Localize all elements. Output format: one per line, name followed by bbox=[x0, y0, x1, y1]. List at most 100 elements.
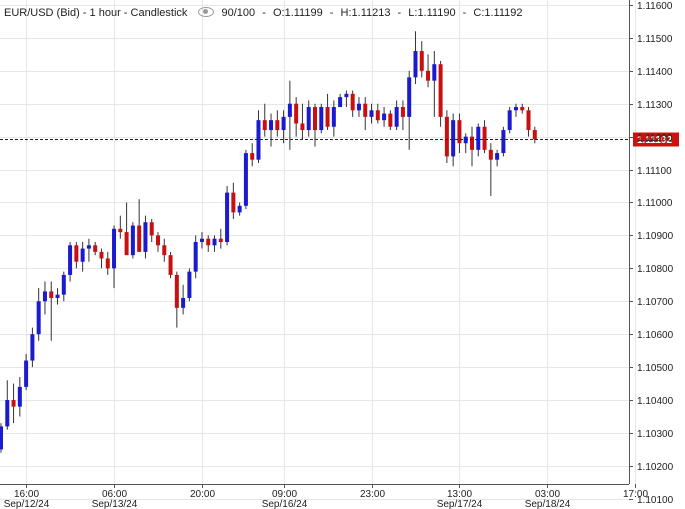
y-tick-label: 1.11100 bbox=[637, 166, 672, 177]
candle bbox=[375, 103, 380, 124]
x-tick-label: 13:00 bbox=[447, 489, 472, 500]
low-label: L:1.11190 bbox=[408, 7, 456, 19]
candle-body-down bbox=[218, 238, 223, 242]
dash-separator: - bbox=[262, 7, 266, 19]
candle-body-up bbox=[68, 245, 73, 275]
candle bbox=[520, 103, 525, 114]
candle-body-down bbox=[168, 255, 173, 275]
candle bbox=[388, 110, 393, 131]
candle bbox=[86, 238, 91, 262]
y-tick-label: 1.11500 bbox=[637, 34, 673, 45]
candle-body-up bbox=[24, 360, 29, 387]
candle-body-up bbox=[269, 120, 274, 131]
high-label: H:1.11213 bbox=[340, 7, 391, 19]
candle-body-down bbox=[438, 64, 443, 117]
candle bbox=[419, 41, 424, 78]
candle bbox=[5, 380, 10, 430]
candle-body-down bbox=[118, 228, 123, 233]
candle bbox=[526, 107, 531, 137]
candle bbox=[413, 31, 418, 84]
candle bbox=[231, 182, 236, 219]
candle bbox=[451, 113, 456, 167]
candle-body-down bbox=[313, 107, 317, 131]
candle bbox=[444, 110, 449, 163]
candle-body-up bbox=[212, 238, 217, 246]
candle bbox=[331, 100, 336, 137]
candle-body-up bbox=[193, 242, 198, 272]
candle-body-up bbox=[507, 110, 512, 131]
candle-body-up bbox=[143, 222, 148, 252]
candle-body-down bbox=[532, 130, 537, 140]
candle-body-up bbox=[501, 130, 506, 154]
candle-body-down bbox=[350, 93, 355, 111]
candle bbox=[199, 232, 204, 249]
candle-body-down bbox=[124, 232, 129, 256]
x-date-label: Sep/12/24 bbox=[4, 499, 50, 509]
x-date-label: Sep/13/24 bbox=[92, 499, 138, 509]
candle-body-down bbox=[388, 113, 393, 127]
candle bbox=[256, 110, 261, 163]
candle-body-down bbox=[99, 251, 104, 259]
candle-body-up bbox=[306, 107, 311, 131]
candle bbox=[325, 93, 330, 131]
eye-icon[interactable] bbox=[198, 7, 215, 17]
dash-separator: - bbox=[397, 7, 402, 19]
candle bbox=[11, 383, 16, 424]
candle-body-up bbox=[187, 271, 192, 298]
candle-body-up bbox=[369, 110, 374, 117]
candle-body-down bbox=[105, 258, 110, 269]
symbol-label: EUR/USD (Bid) - 1 hour - Candlestick bbox=[4, 7, 188, 19]
candle bbox=[130, 222, 135, 259]
candle-body-up bbox=[0, 426, 3, 450]
candle bbox=[112, 225, 117, 289]
candle bbox=[74, 242, 79, 269]
candle-body-down bbox=[426, 70, 431, 81]
candle-body-up bbox=[199, 238, 204, 242]
last-price-badge bbox=[633, 132, 679, 147]
candle-body-down bbox=[488, 149, 493, 160]
candle-body-down bbox=[74, 245, 79, 262]
y-tick-label: 1.10100 bbox=[637, 495, 674, 506]
x-date-label: Sep/17/24 bbox=[437, 499, 483, 509]
y-axis: 1.116001.115001.114001.113001.112001.111… bbox=[629, 0, 674, 506]
candle bbox=[55, 288, 60, 305]
candle-body-down bbox=[470, 136, 474, 150]
chart-header: EUR/USD (Bid) - 1 hour - Candlestick 90/… bbox=[4, 6, 527, 19]
x-tick-label: 06:00 bbox=[102, 489, 127, 500]
candle bbox=[42, 281, 47, 315]
candle-body-down bbox=[457, 120, 462, 144]
candle bbox=[137, 199, 142, 252]
y-tick-label: 1.11300 bbox=[637, 100, 673, 111]
candle bbox=[495, 149, 500, 167]
x-date-label: Sep/18/24 bbox=[525, 499, 571, 509]
candle-body-up bbox=[225, 192, 230, 242]
candle-body-up bbox=[407, 77, 412, 117]
y-tick-label: 1.11600 bbox=[637, 1, 673, 12]
candle-body-up bbox=[256, 120, 261, 160]
candle-body-up bbox=[451, 120, 456, 157]
candle bbox=[212, 235, 217, 252]
candle bbox=[168, 251, 173, 279]
candle-body-down bbox=[11, 400, 16, 407]
candle bbox=[68, 242, 73, 282]
candle-body-up bbox=[356, 103, 361, 111]
candle-body-up bbox=[382, 113, 387, 121]
candle-body-up bbox=[432, 64, 437, 81]
candle bbox=[99, 248, 104, 269]
candle-body-up bbox=[36, 301, 41, 335]
candle-body-up bbox=[55, 294, 60, 298]
candle-body-up bbox=[61, 274, 66, 295]
candle-body-up bbox=[287, 103, 292, 117]
candle-body-down bbox=[156, 235, 160, 246]
candle bbox=[426, 54, 431, 88]
x-tick-label: 16:00 bbox=[14, 489, 39, 500]
candle bbox=[143, 215, 148, 259]
candle bbox=[262, 103, 267, 137]
candle bbox=[0, 423, 3, 453]
candle bbox=[319, 103, 324, 134]
candle bbox=[80, 242, 85, 272]
candle-body-up bbox=[17, 386, 22, 407]
x-tick-label: 23:00 bbox=[360, 489, 385, 500]
